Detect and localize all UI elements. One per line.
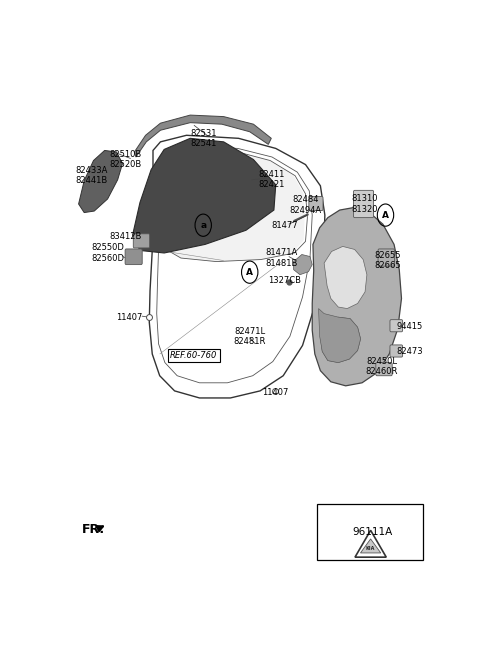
Text: 11407: 11407 <box>116 313 142 321</box>
Polygon shape <box>360 539 381 553</box>
Text: A: A <box>382 211 389 220</box>
Text: REF.60-760: REF.60-760 <box>170 351 217 360</box>
Text: a: a <box>325 528 331 537</box>
FancyBboxPatch shape <box>133 234 150 248</box>
Text: 82433A
82441B: 82433A 82441B <box>75 166 108 186</box>
FancyBboxPatch shape <box>309 196 323 211</box>
Text: 82510B
82520B: 82510B 82520B <box>109 150 141 169</box>
Text: A: A <box>246 268 253 277</box>
Text: 11407: 11407 <box>263 388 289 398</box>
Polygon shape <box>355 530 386 557</box>
Text: 82484
82494A: 82484 82494A <box>289 195 322 215</box>
Text: KIA: KIA <box>366 546 375 551</box>
Polygon shape <box>294 255 312 275</box>
FancyBboxPatch shape <box>390 345 403 357</box>
FancyBboxPatch shape <box>378 249 395 266</box>
Text: 81477: 81477 <box>272 220 299 230</box>
Polygon shape <box>134 115 271 157</box>
FancyBboxPatch shape <box>353 190 373 218</box>
Text: 81471A
81481B: 81471A 81481B <box>265 249 298 268</box>
Text: 82473: 82473 <box>396 347 423 356</box>
FancyBboxPatch shape <box>317 504 423 560</box>
Text: 83412B: 83412B <box>109 232 141 241</box>
Text: 82531
82541: 82531 82541 <box>190 129 216 148</box>
Text: 81310
81320: 81310 81320 <box>352 194 378 214</box>
Text: 82550D
82560D: 82550D 82560D <box>91 243 124 262</box>
Polygon shape <box>324 247 367 308</box>
FancyBboxPatch shape <box>376 363 392 376</box>
Text: a: a <box>200 220 206 230</box>
Text: 82655
82665: 82655 82665 <box>374 251 401 270</box>
Text: 1327CB: 1327CB <box>269 276 301 285</box>
Text: 82411
82421: 82411 82421 <box>259 170 285 190</box>
Polygon shape <box>319 308 360 363</box>
FancyBboxPatch shape <box>125 249 142 264</box>
FancyBboxPatch shape <box>390 319 403 332</box>
Polygon shape <box>79 150 122 213</box>
Polygon shape <box>132 138 276 253</box>
Text: 94415: 94415 <box>396 321 423 331</box>
Text: 96111A: 96111A <box>352 527 393 537</box>
Polygon shape <box>312 207 401 386</box>
Text: 82471L
82481R: 82471L 82481R <box>234 327 266 346</box>
Polygon shape <box>165 150 305 262</box>
Text: FR.: FR. <box>82 523 105 536</box>
Text: 82450L
82460R: 82450L 82460R <box>366 357 398 377</box>
Polygon shape <box>321 317 360 363</box>
